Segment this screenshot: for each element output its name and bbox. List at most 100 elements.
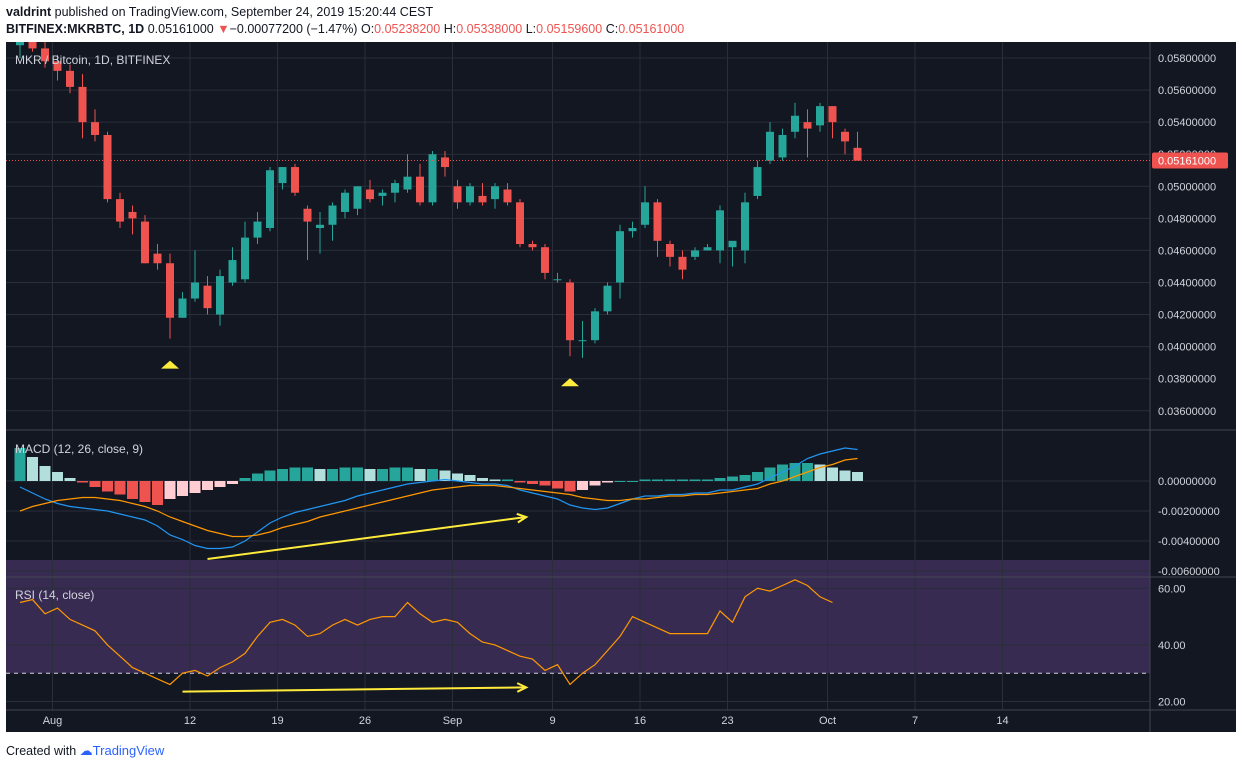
candle	[828, 106, 837, 123]
histogram-bar	[177, 481, 188, 496]
histogram-bar	[564, 481, 576, 492]
candle	[28, 42, 37, 49]
candle	[253, 221, 262, 238]
histogram-bar	[752, 472, 763, 481]
candle	[741, 202, 749, 251]
histogram-bar	[239, 478, 251, 481]
histogram-bar	[14, 448, 26, 481]
histogram-bar	[452, 473, 463, 481]
candle	[366, 189, 374, 200]
histogram-bar	[277, 469, 288, 481]
histogram-bar	[352, 467, 363, 481]
open-value: 0.05238200	[374, 22, 441, 36]
grid-lines	[6, 42, 1236, 732]
candle	[191, 282, 199, 299]
candle	[41, 48, 49, 62]
symbol-name: BITFINEX:MKRBTC, 1D	[6, 22, 145, 36]
candle	[503, 189, 512, 203]
candle	[516, 202, 524, 245]
last-price: 0.05161000	[147, 22, 214, 36]
open-label: O:	[360, 22, 375, 36]
histogram-bar	[602, 481, 613, 483]
histogram-bar	[152, 481, 163, 505]
histogram-bar	[852, 472, 863, 481]
histogram-bar	[827, 467, 838, 481]
candle	[278, 167, 287, 184]
histogram-bar	[227, 481, 238, 484]
macd-line	[19, 447, 858, 550]
candle	[841, 131, 849, 142]
pivot-markers	[161, 360, 579, 387]
chart-canvas[interactable]: 0.058000000.056000000.054000000.05200000…	[0, 42, 1242, 734]
publish-header: valdrint published on TradingView.com, S…	[0, 0, 1242, 42]
candle	[91, 122, 99, 135]
candle	[166, 263, 174, 318]
arrow-head	[516, 512, 529, 524]
histogram-bar	[552, 481, 563, 489]
candle	[141, 221, 149, 264]
candle	[853, 147, 862, 161]
candle	[291, 167, 299, 193]
y-tick-label: 0.04400000	[1158, 277, 1216, 289]
y-tick-label: 0.05600000	[1158, 85, 1216, 97]
histogram-bar	[289, 467, 301, 481]
histogram-bar	[189, 481, 201, 493]
author-link[interactable]: valdrint	[6, 5, 52, 19]
histogram-bar	[739, 475, 751, 481]
candle	[16, 42, 24, 46]
low-label: L:	[525, 22, 537, 36]
time-scale[interactable]: Aug 12 19 26 Sep 9 16 23 Oct 7 14	[43, 715, 1009, 727]
candle	[553, 279, 562, 281]
divergence-arrows	[182, 512, 529, 693]
y-tick-label: -0.00200000	[1158, 506, 1220, 518]
price-change: −0.00077200 (−1.47%)	[229, 22, 358, 36]
histogram-bar	[127, 481, 138, 499]
histogram-bar	[614, 481, 626, 482]
signal-line	[19, 457, 858, 538]
histogram-bar	[302, 467, 313, 481]
histogram-bar	[252, 473, 263, 481]
histogram-bar	[327, 469, 338, 481]
x-tick-label: Oct	[819, 715, 836, 727]
candle	[591, 311, 599, 341]
histogram-bar	[64, 478, 76, 481]
candle	[128, 211, 137, 219]
y-tick-label: 40.00	[1158, 640, 1186, 652]
candle	[791, 115, 799, 132]
y-tick-label: 0.05400000	[1158, 117, 1216, 129]
last-price-tag-box	[1152, 152, 1228, 169]
close-label: C:	[605, 22, 619, 36]
candle	[616, 231, 624, 283]
histogram-bar	[427, 469, 438, 481]
price-scale[interactable]: 0.058000000.056000000.054000000.05200000…	[1158, 53, 1220, 708]
x-tick-label: Sep	[443, 715, 463, 727]
low-value: 0.05159600	[536, 22, 603, 36]
y-tick-label: 0.00000000	[1158, 476, 1216, 488]
close-value: 0.05161000	[618, 22, 685, 36]
divergence-arrow	[182, 686, 527, 693]
rsi-pane-label: RSI (14, close)	[15, 588, 94, 602]
histogram-bar	[414, 469, 426, 481]
x-tick-label: 7	[912, 715, 918, 727]
histogram-bar	[52, 472, 63, 481]
histogram-bar	[439, 470, 451, 481]
candle	[753, 167, 762, 196]
high-value: 0.05338000	[456, 22, 523, 36]
publish-info: valdrint published on TradingView.com, S…	[6, 5, 433, 19]
candle	[66, 70, 74, 87]
candle	[566, 282, 574, 341]
candle	[116, 199, 124, 222]
down-arrow-icon: ▼	[217, 22, 230, 36]
tradingview-link[interactable]: TradingView	[92, 743, 165, 758]
candle	[478, 195, 487, 203]
histogram-bar	[77, 481, 88, 483]
price-candles	[16, 42, 862, 358]
created-with-text: Created with	[6, 744, 77, 758]
histogram-bar	[527, 481, 538, 484]
histogram-bar	[364, 469, 376, 481]
histogram-bar	[764, 467, 776, 481]
y-tick-label: 60.00	[1158, 583, 1186, 595]
histogram-bar	[502, 479, 513, 481]
histogram-bar	[264, 470, 276, 481]
histogram-bar	[314, 469, 326, 481]
